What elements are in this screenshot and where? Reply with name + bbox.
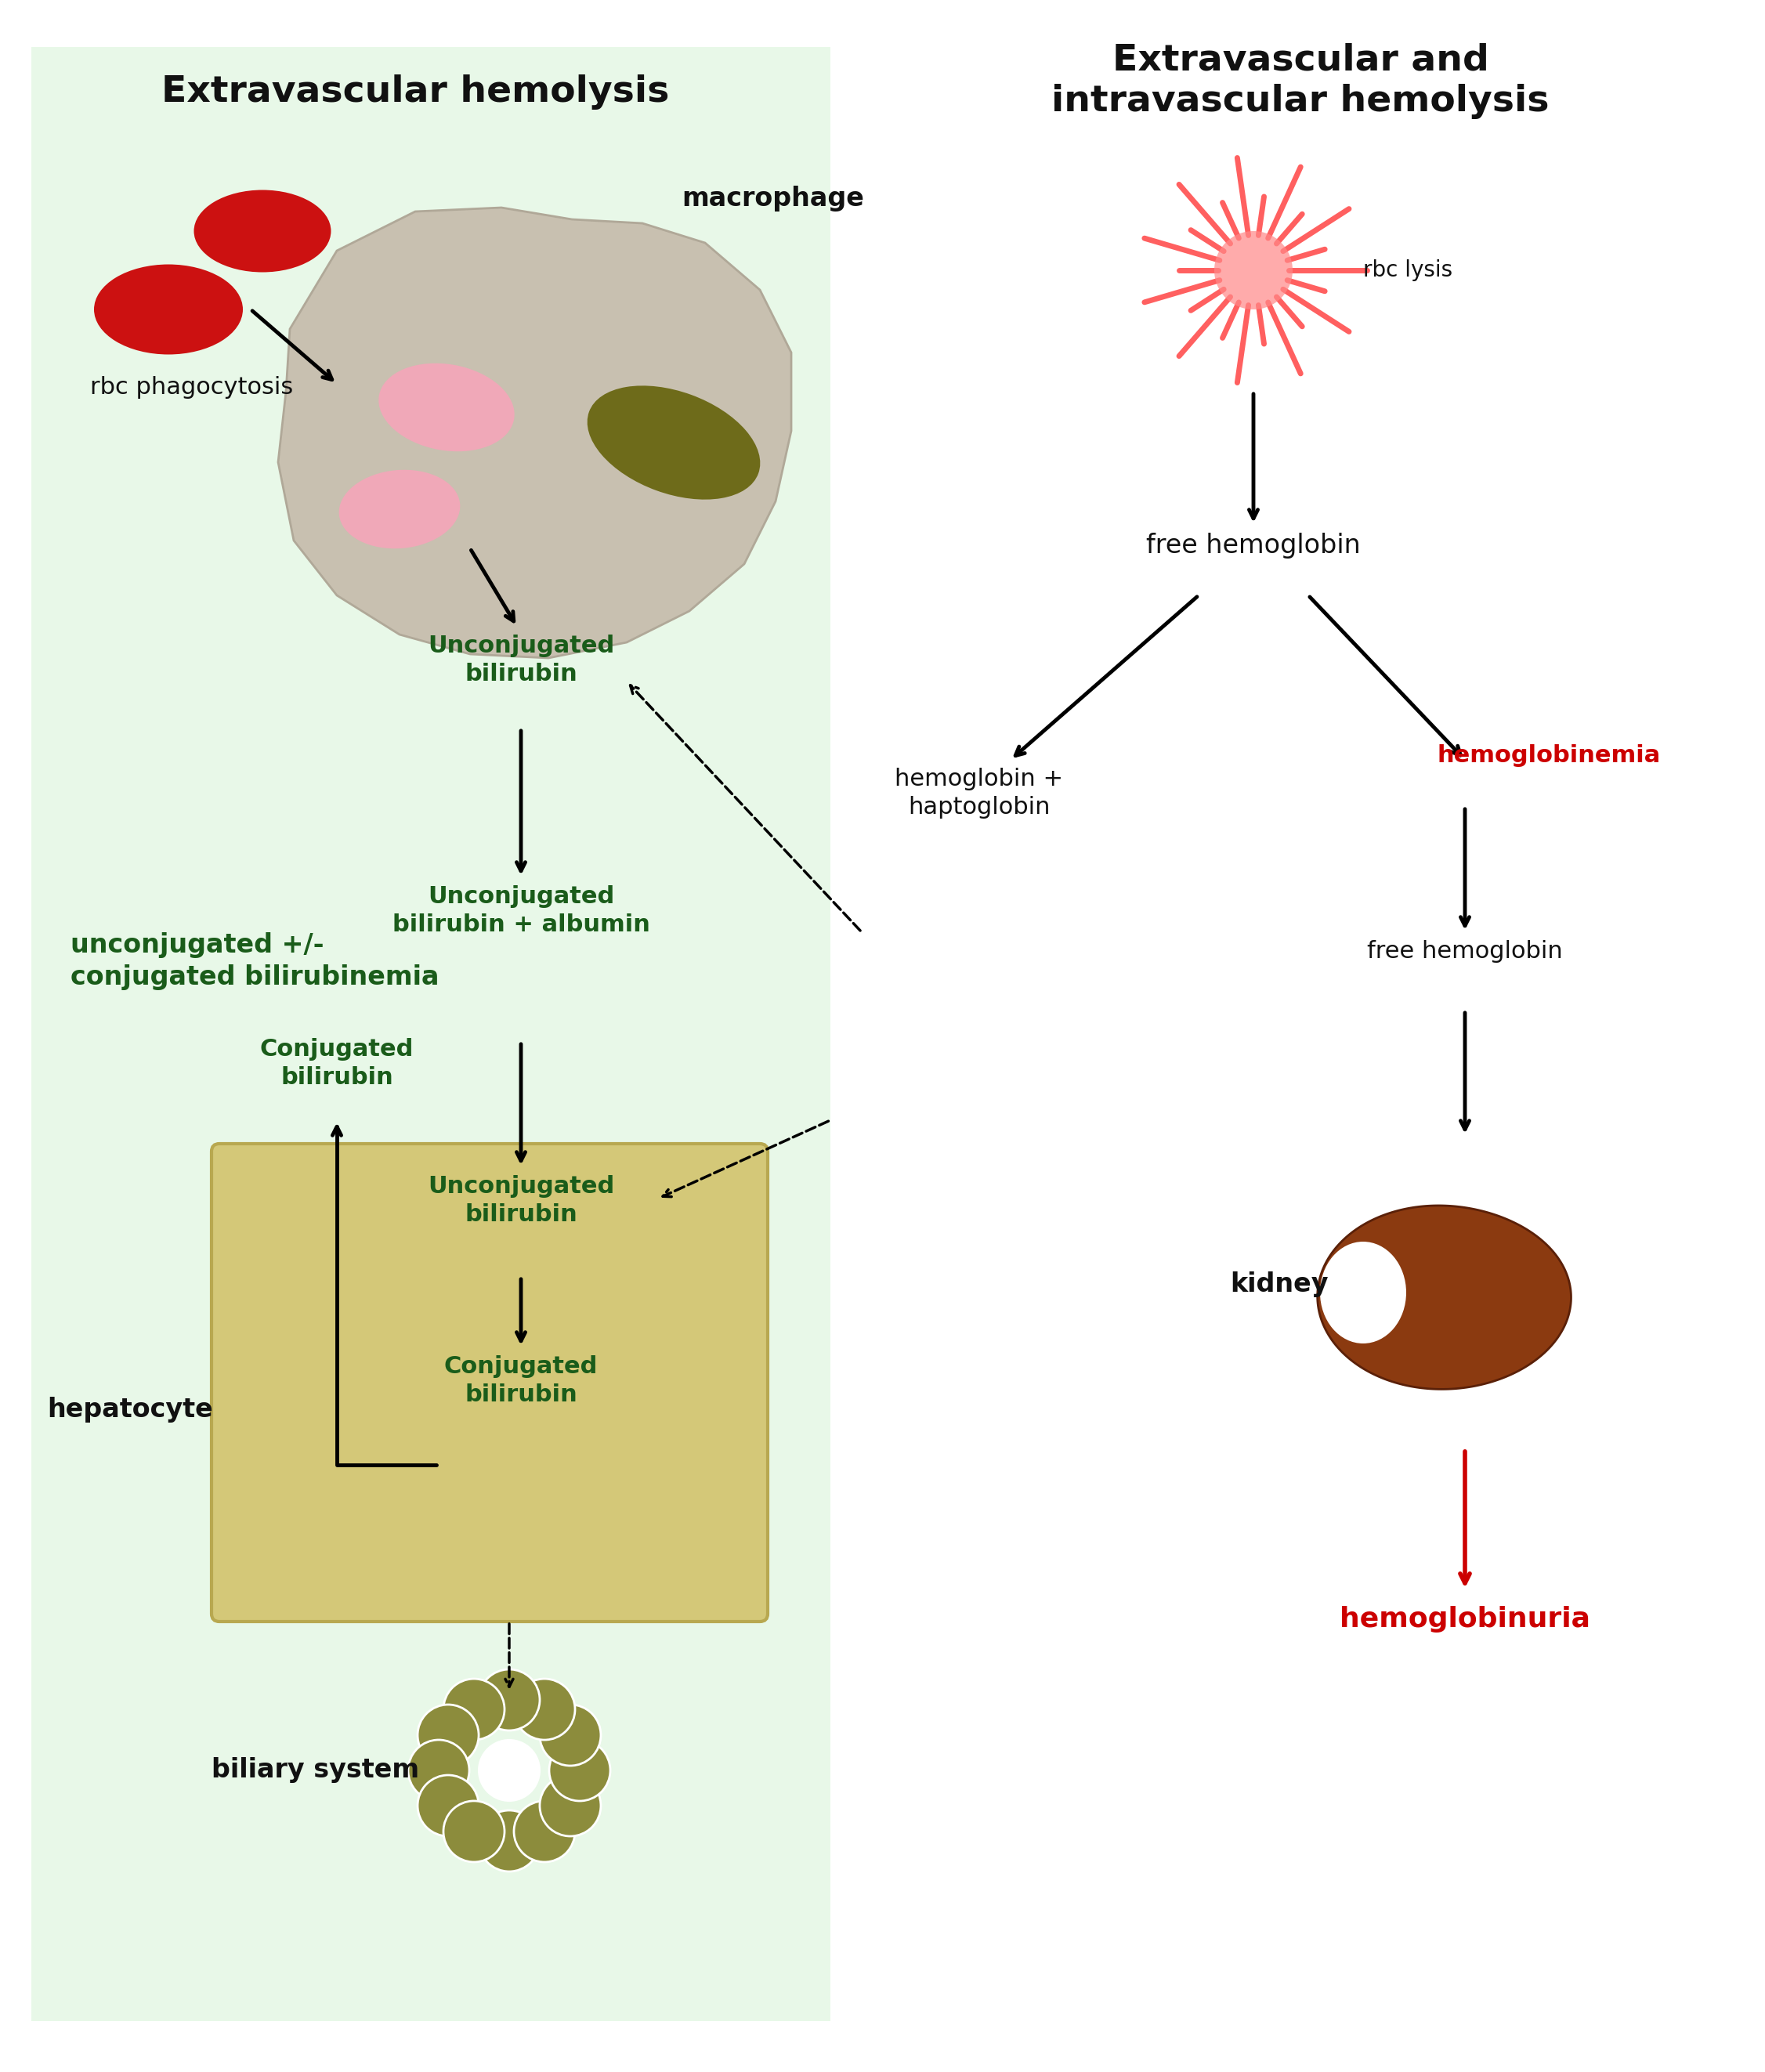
FancyBboxPatch shape [212,1144,768,1622]
Text: biliary system: biliary system [212,1757,420,1784]
Ellipse shape [514,1678,575,1740]
Text: Unconjugated
bilirubin + albumin: Unconjugated bilirubin + albumin [392,885,650,937]
Text: Extravascular hemolysis: Extravascular hemolysis [161,75,669,110]
Ellipse shape [379,363,514,452]
Ellipse shape [94,265,244,354]
Ellipse shape [478,1738,540,1803]
Text: free hemoglobin: free hemoglobin [1145,533,1361,559]
Ellipse shape [339,470,461,549]
Ellipse shape [1214,232,1292,309]
Text: rbc phagocytosis: rbc phagocytosis [90,375,293,398]
Text: hepatocyte: hepatocyte [48,1397,214,1423]
Text: rbc lysis: rbc lysis [1363,259,1453,282]
Text: macrophage: macrophage [681,186,865,211]
Ellipse shape [478,1811,540,1871]
Ellipse shape [443,1801,505,1863]
FancyBboxPatch shape [32,48,830,2020]
Text: hemoglobinemia: hemoglobinemia [1437,744,1661,767]
Text: hemoglobin +
haptoglobin: hemoglobin + haptoglobin [895,769,1064,818]
Ellipse shape [478,1670,540,1730]
Text: hemoglobinuria: hemoglobinuria [1340,1606,1590,1633]
Ellipse shape [408,1740,469,1801]
Polygon shape [1317,1206,1571,1388]
Text: kidney: kidney [1230,1272,1329,1297]
Ellipse shape [418,1705,478,1765]
Ellipse shape [540,1705,600,1765]
Ellipse shape [549,1740,611,1801]
Ellipse shape [443,1678,505,1740]
Ellipse shape [514,1801,575,1863]
Ellipse shape [194,191,332,271]
Text: unconjugated +/-
conjugated bilirubinemia: unconjugated +/- conjugated bilirubinemi… [71,932,439,990]
Text: Extravascular and
intravascular hemolysis: Extravascular and intravascular hemolysi… [1052,44,1550,118]
Text: Conjugated
bilirubin: Conjugated bilirubin [445,1355,598,1407]
Polygon shape [279,207,791,659]
Text: free hemoglobin: free hemoglobin [1368,941,1562,963]
Ellipse shape [588,385,761,499]
Text: Unconjugated
bilirubin: Unconjugated bilirubin [427,1175,614,1227]
Text: Conjugated
bilirubin: Conjugated bilirubin [259,1038,413,1090]
Ellipse shape [540,1776,600,1836]
Text: Unconjugated
bilirubin: Unconjugated bilirubin [427,634,614,686]
Ellipse shape [1320,1241,1407,1343]
Ellipse shape [418,1776,478,1836]
